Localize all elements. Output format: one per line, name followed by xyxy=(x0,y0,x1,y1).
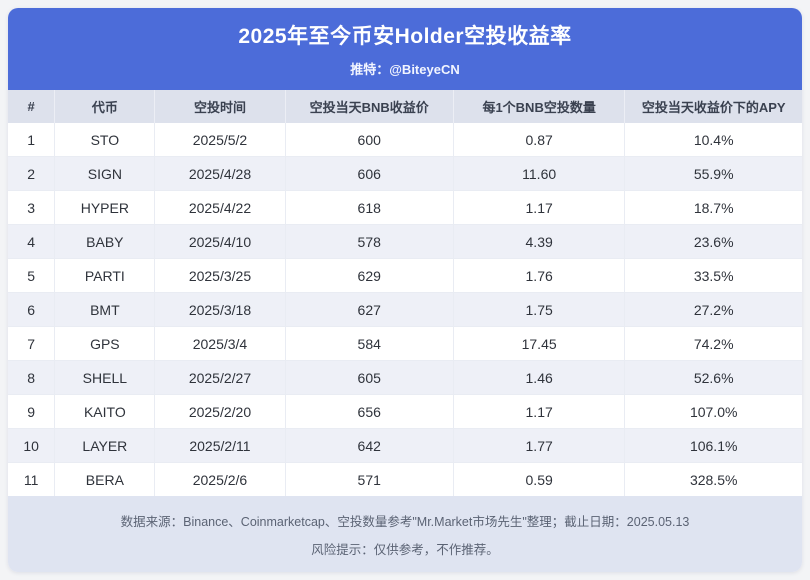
table-cell: 11 xyxy=(8,462,56,496)
table-cell: 1 xyxy=(8,123,56,157)
footer-note: 数据来源：Binance、Coinmarketcap、空投数量参考"Mr.Mar… xyxy=(8,496,802,572)
table-cell: KAITO xyxy=(54,394,156,429)
table-cell: 52.6% xyxy=(624,360,802,395)
col-header-token: 代币 xyxy=(54,90,155,123)
table-cell: 9 xyxy=(8,394,56,429)
table-cell: 2025/3/4 xyxy=(154,326,286,361)
table-cell: 6 xyxy=(8,292,56,327)
airdrop-table: # 代币 空投时间 空投当天BNB收益价 每1个BNB空投数量 空投当天收益价下… xyxy=(8,90,802,496)
table-row: 3 HYPER 2025/4/22 618 1.17 18.7% xyxy=(8,190,802,225)
table-cell: 1.17 xyxy=(452,394,626,429)
table-row: 7 GPS 2025/3/4 584 17.45 74.2% xyxy=(8,326,802,361)
table-cell: 2025/2/20 xyxy=(154,394,286,429)
col-header-airdrop-date: 空投时间 xyxy=(154,90,286,123)
table-cell: 18.7% xyxy=(624,190,802,225)
table-cell: SHELL xyxy=(54,360,156,395)
table-cell: 3 xyxy=(8,190,56,225)
table-header: # 代币 空投时间 空投当天BNB收益价 每1个BNB空投数量 空投当天收益价下… xyxy=(8,90,802,123)
table-body: 1 STO 2025/5/2 600 0.87 10.4% 2 SIGN 2025/4/28 60… xyxy=(8,123,802,496)
col-header-index: # xyxy=(8,90,55,123)
table-cell: 27.2% xyxy=(624,292,802,327)
table-row: 4 BABY 2025/4/10 578 4.39 23.6% xyxy=(8,224,802,259)
table-cell: 1.77 xyxy=(452,428,626,463)
table-cell: 629 xyxy=(284,258,454,293)
table-cell: 2025/2/27 xyxy=(154,360,286,395)
table-cell: HYPER xyxy=(54,190,156,225)
table-cell: 606 xyxy=(284,156,454,191)
table-cell: 627 xyxy=(284,292,454,327)
table-cell: 618 xyxy=(284,190,454,225)
table-cell: 106.1% xyxy=(624,428,802,463)
table-row: 2 SIGN 2025/4/28 606 11.60 55.9% xyxy=(8,156,802,191)
table-cell: 2025/5/2 xyxy=(154,123,286,157)
table-cell: 0.59 xyxy=(452,462,626,496)
table-row: 11 BERA 2025/2/6 571 0.59 328.5% xyxy=(8,462,802,496)
table-row: 10 LAYER 2025/2/11 642 1.77 106.1% xyxy=(8,428,802,463)
table-cell: 656 xyxy=(284,394,454,429)
table-cell: 1.76 xyxy=(452,258,626,293)
col-header-apy: 空投当天收益价下的APY xyxy=(624,90,802,123)
table-row: 1 STO 2025/5/2 600 0.87 10.4% xyxy=(8,123,802,157)
table-cell: 0.87 xyxy=(452,123,626,157)
table-cell: 8 xyxy=(8,360,56,395)
table-cell: 600 xyxy=(284,123,454,157)
table-cell: 2025/4/28 xyxy=(154,156,286,191)
table-cell: 11.60 xyxy=(452,156,626,191)
table-cell: 2025/2/11 xyxy=(154,428,286,463)
table-cell: 33.5% xyxy=(624,258,802,293)
table-cell: 5 xyxy=(8,258,56,293)
twitter-handle: 推特：@BiteyeCN xyxy=(350,62,460,77)
col-header-bnb-price: 空投当天BNB收益价 xyxy=(284,90,454,123)
table-cell: 1.75 xyxy=(452,292,626,327)
table-row: 9 KAITO 2025/2/20 656 1.17 107.0% xyxy=(8,394,802,429)
table-cell: LAYER xyxy=(54,428,156,463)
table-row: 5 PARTI 2025/3/25 629 1.76 33.5% xyxy=(8,258,802,293)
table-cell: 571 xyxy=(284,462,454,496)
table-cell: 328.5% xyxy=(624,462,802,496)
table-cell: 23.6% xyxy=(624,224,802,259)
table-cell: 2025/4/10 xyxy=(154,224,286,259)
table-cell: 2025/3/25 xyxy=(154,258,286,293)
table-cell: 10.4% xyxy=(624,123,802,157)
table-cell: 4.39 xyxy=(452,224,626,259)
table-cell: 605 xyxy=(284,360,454,395)
table-cell: 55.9% xyxy=(624,156,802,191)
table-cell: GPS xyxy=(54,326,156,361)
table-cell: 2025/2/6 xyxy=(154,462,286,496)
table-cell: 642 xyxy=(284,428,454,463)
table-cell: 17.45 xyxy=(452,326,626,361)
table-cell: BERA xyxy=(54,462,156,496)
airdrop-table-card: 2025年至今币安Holder空投收益率 推特：@BiteyeCN # 代币 空… xyxy=(8,8,802,572)
table-cell: 2 xyxy=(8,156,56,191)
table-cell: 584 xyxy=(284,326,454,361)
table-row: 8 SHELL 2025/2/27 605 1.46 52.6% xyxy=(8,360,802,395)
page-title: 2025年至今币安Holder空投收益率 xyxy=(238,25,572,48)
table-cell: BMT xyxy=(54,292,156,327)
table-cell: 2025/3/18 xyxy=(154,292,286,327)
table-cell: PARTI xyxy=(54,258,156,293)
table-cell: 7 xyxy=(8,326,56,361)
table-cell: 2025/4/22 xyxy=(154,190,286,225)
table-cell: 74.2% xyxy=(624,326,802,361)
table-cell: 1.46 xyxy=(452,360,626,395)
table-cell: 10 xyxy=(8,428,56,463)
title-banner: 2025年至今币安Holder空投收益率 推特：@BiteyeCN xyxy=(8,8,802,90)
table-cell: SIGN xyxy=(54,156,156,191)
table-cell: STO xyxy=(54,123,156,157)
table-row: 6 BMT 2025/3/18 627 1.75 27.2% xyxy=(8,292,802,327)
table-cell: 578 xyxy=(284,224,454,259)
col-header-airdrop-amount: 每1个BNB空投数量 xyxy=(452,90,625,123)
table-cell: 1.17 xyxy=(452,190,626,225)
risk-disclaimer-text: 风险提示：仅供参考，不作推荐。 xyxy=(311,542,499,557)
table-cell: 107.0% xyxy=(624,394,802,429)
table-cell: 4 xyxy=(8,224,56,259)
header-row: # 代币 空投时间 空投当天BNB收益价 每1个BNB空投数量 空投当天收益价下… xyxy=(8,90,802,123)
table-cell: BABY xyxy=(54,224,156,259)
data-source-text: 数据来源：Binance、Coinmarketcap、空投数量参考"Mr.Mar… xyxy=(120,514,690,529)
